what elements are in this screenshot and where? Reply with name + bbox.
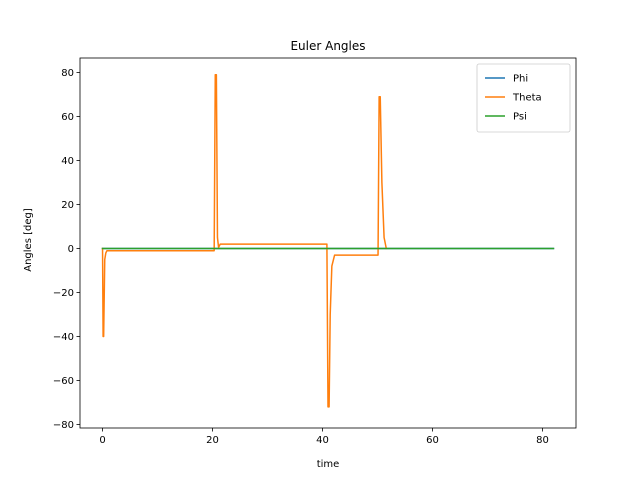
chart-title: Euler Angles bbox=[290, 39, 365, 53]
y-tick-label: 20 bbox=[61, 200, 74, 211]
legend-label-theta: Theta bbox=[512, 93, 542, 104]
plot-frame bbox=[79, 57, 577, 429]
x-tick-label: 0 bbox=[99, 435, 105, 446]
series-line-theta bbox=[101, 73, 388, 408]
y-tick-label: −60 bbox=[53, 376, 74, 387]
y-tick-label: 40 bbox=[61, 156, 74, 167]
x-tick-label: 20 bbox=[206, 435, 219, 446]
y-tick-label: 0 bbox=[68, 244, 74, 255]
x-axis: 0 20 40 60 80 bbox=[99, 428, 549, 446]
y-tick-label: −80 bbox=[53, 420, 74, 431]
y-tick-label: −40 bbox=[53, 332, 74, 343]
y-tick-label: 60 bbox=[61, 112, 74, 123]
legend-box bbox=[476, 63, 571, 133]
x-tick-label: 80 bbox=[536, 435, 549, 446]
y-tick-label: 80 bbox=[61, 68, 74, 79]
y-axis-label: Angles [deg] bbox=[23, 208, 34, 272]
x-axis-label: time bbox=[317, 459, 340, 470]
legend: Phi Theta Psi bbox=[476, 63, 571, 133]
y-axis: −80 −60 −40 −20 0 20 40 60 80 bbox=[53, 68, 80, 431]
plot-area bbox=[101, 73, 555, 408]
y-tick-label: −20 bbox=[53, 288, 74, 299]
x-tick-label: 40 bbox=[316, 435, 329, 446]
legend-label-phi: Phi bbox=[513, 74, 528, 85]
x-tick-label: 60 bbox=[426, 435, 439, 446]
legend-label-psi: Psi bbox=[513, 112, 527, 123]
